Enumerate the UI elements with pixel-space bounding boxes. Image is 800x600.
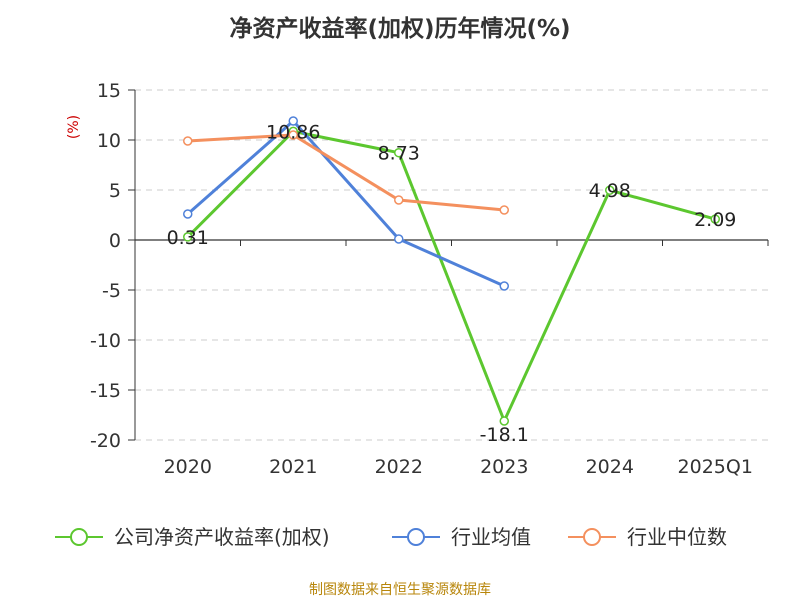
data-point <box>183 136 193 146</box>
legend-label: 行业中位数 <box>627 525 727 549</box>
y-tick-label: -5 <box>102 280 121 302</box>
data-label: 10.86 <box>266 121 320 143</box>
series-line <box>186 119 505 288</box>
data-source-note: 制图数据来自恒生聚源数据库 <box>309 582 491 598</box>
axes <box>128 89 769 441</box>
data-label: -18.1 <box>480 424 529 446</box>
y-tick-label: -20 <box>90 430 121 452</box>
y-tick-label: -15 <box>90 380 121 402</box>
y-tick-labels: 15 10 5 0 -5 -10 -15 -20 <box>90 80 121 452</box>
data-point <box>394 195 404 205</box>
data-label: 4.98 <box>589 180 631 202</box>
data-point <box>394 147 404 158</box>
series-line <box>187 133 505 212</box>
y-tick-label: 0 <box>109 230 121 252</box>
series-line <box>186 129 716 423</box>
legend-marker <box>407 528 425 546</box>
data-point <box>288 130 298 140</box>
x-tick-label: 2023 <box>480 456 528 478</box>
y-tick-label: 15 <box>97 80 121 102</box>
grid-lines <box>135 89 768 441</box>
x-tick-label: 2021 <box>269 456 317 478</box>
data-label: 0.31 <box>167 227 209 249</box>
x-tick-label: 2024 <box>586 456 634 478</box>
x-tick-label: 2025Q1 <box>678 456 753 478</box>
legend-label: 行业均值 <box>451 525 531 549</box>
data-point <box>499 281 509 291</box>
y-tick-label: -10 <box>90 330 121 352</box>
data-point <box>183 232 193 242</box>
x-tick-label: 2020 <box>164 456 212 478</box>
y-tick-label: 5 <box>109 180 121 202</box>
chart-title: 净资产收益率(加权)历年情况(%) <box>229 15 570 42</box>
data-labels: 0.31 10.86 8.73 -18.1 4.98 2.09 <box>167 121 737 446</box>
legend-marker <box>70 528 88 546</box>
series-lines <box>183 116 720 426</box>
data-point <box>499 205 509 215</box>
x-tick-label: 2022 <box>375 456 423 478</box>
legend-label: 公司净资产收益率(加权) <box>114 525 330 549</box>
y-axis-unit: (%) <box>66 115 82 139</box>
data-label: 8.73 <box>378 143 420 165</box>
y-tick-label: 10 <box>97 130 121 152</box>
legend: 公司净资产收益率(加权) 行业均值 行业中位数 <box>55 525 727 549</box>
data-point <box>394 234 404 244</box>
legend-marker <box>583 528 601 546</box>
data-point <box>499 416 509 426</box>
x-tick-labels: 2020 2021 2022 2023 2024 2025Q1 <box>164 456 753 478</box>
data-point <box>710 214 720 224</box>
data-label: 2.09 <box>694 209 736 231</box>
data-point <box>183 209 193 219</box>
data-point <box>288 116 298 126</box>
data-point <box>605 185 615 195</box>
